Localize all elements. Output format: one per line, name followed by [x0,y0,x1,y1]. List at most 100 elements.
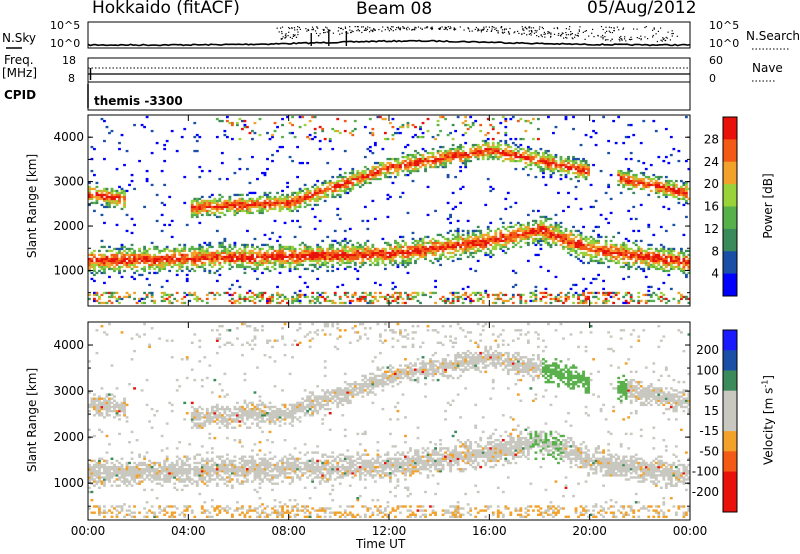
power-cell [554,223,558,227]
power-cell [574,235,578,239]
power-cell [258,205,262,209]
power-cell [105,261,109,265]
power-cell [165,253,169,257]
power-cell [278,301,282,305]
power-cell [569,177,573,181]
power-cell [118,141,121,145]
power-cell [140,297,144,301]
nsearch-tick-low: 10^0 [709,37,740,50]
power-cell [504,207,508,211]
power-cell [241,203,244,207]
power-cell [404,163,407,167]
power-cell [431,249,435,253]
power-cell [278,207,282,211]
power-cell [108,257,111,261]
power-cell [341,261,345,265]
power-cell [637,257,641,261]
power-cell [559,291,563,295]
power-cell [378,257,382,261]
power-cell [524,119,528,123]
power-cell [321,257,325,261]
power-cell [298,299,302,303]
power-cell [526,233,530,237]
power-cell [481,301,485,305]
power-cell [529,153,533,157]
power-cell [479,241,483,245]
power-cell [303,245,307,249]
power-cell [489,237,493,241]
power-cell [366,293,370,297]
power-cell [612,255,616,259]
power-cell [203,241,207,245]
power-cell [353,257,357,261]
power-cell [268,237,272,241]
power-cell [494,229,498,233]
power-cell [479,249,483,253]
power-cell [509,145,513,149]
power-cell [338,195,342,199]
power-cell [627,267,631,271]
power-cell [684,263,688,267]
power-cell [664,187,668,191]
power-cell [474,151,478,155]
power-cell [281,259,284,263]
power-cell [281,265,284,269]
power-cell [321,195,325,199]
power-cell [421,161,425,165]
power-cell [617,247,621,251]
power-cell [115,255,119,259]
power-cell [343,191,347,195]
power-cell [286,245,289,249]
power-cell [399,249,402,253]
power-cell [213,199,217,203]
power-cell [296,199,299,203]
power-cell [416,249,420,253]
power-cell [564,165,568,169]
nsearch-point [347,32,349,34]
power-cell [195,253,199,257]
power-cell [193,257,197,261]
power-cell [180,297,184,301]
power-cell [511,231,515,235]
power-cell [592,237,595,241]
power-cell [378,295,382,299]
power-cell [93,209,96,213]
power-cell [542,223,545,227]
power-cell [328,137,332,141]
power-cell [228,263,232,267]
power-cell [664,269,668,273]
power-cell [120,275,124,279]
power-cell [416,169,420,173]
power-cell [619,249,623,253]
power-cell [110,197,114,201]
power-cell [634,251,638,255]
power-cell [351,245,355,249]
power-cell [356,171,360,175]
power-cell [308,249,312,253]
power-cell [434,279,437,283]
power-cell [687,297,691,301]
nsearch-point [305,28,307,30]
power-cell [657,255,661,259]
power-cell [195,247,199,251]
power-cell [617,115,621,119]
power-cell [356,179,360,183]
power-cell [386,137,390,141]
power-cell [361,263,365,267]
power-cell [539,165,543,169]
power-cell [687,197,691,201]
power-cell [346,177,350,181]
nsearch-point [455,28,457,30]
power-cell [373,175,377,179]
power-cell [612,245,616,249]
power-cell [223,205,227,209]
power-cell [404,241,407,245]
power-cell [356,241,360,245]
power-cell [208,243,212,247]
power-cell [123,195,126,199]
power-cell [597,261,600,265]
power-cell [519,237,523,241]
power-cell [123,205,126,209]
power-cell [627,247,631,251]
power-cell [318,263,322,267]
